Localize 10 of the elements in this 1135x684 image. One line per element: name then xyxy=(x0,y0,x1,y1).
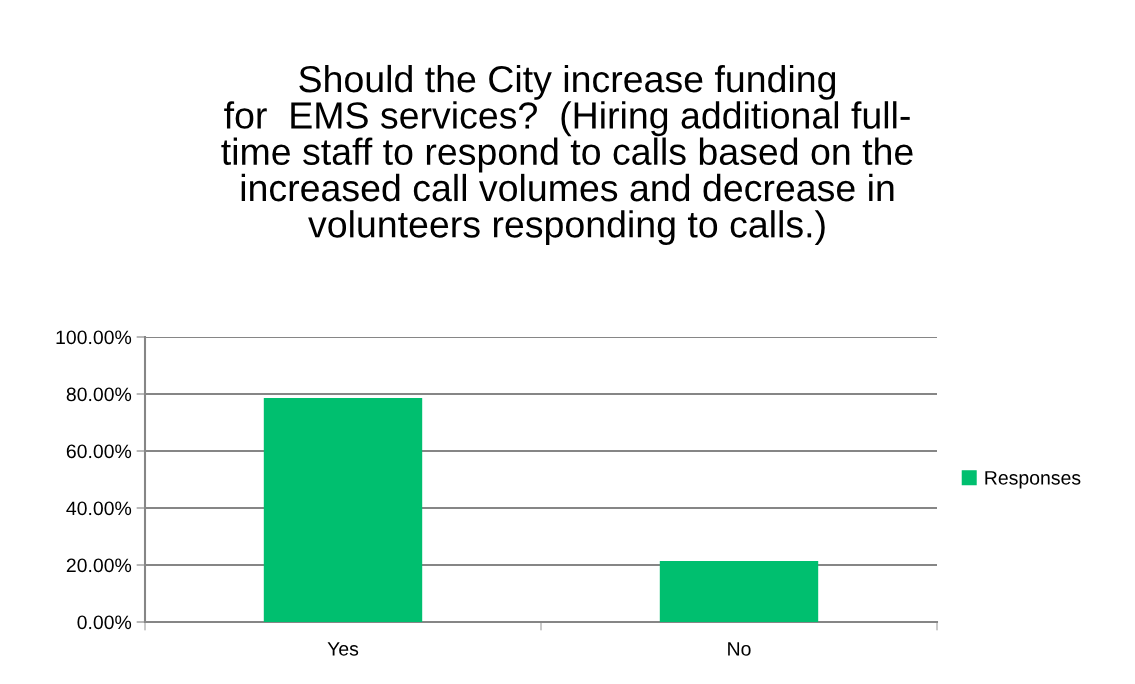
y-tick-label: 20.00% xyxy=(66,558,132,573)
y-tick-label: 100.00% xyxy=(56,330,132,345)
legend-label: Responses xyxy=(985,471,1081,489)
x-tick-label: Yes xyxy=(327,642,359,656)
y-tick-label: 0.00% xyxy=(77,615,132,630)
y-tick-label: 60.00% xyxy=(66,444,132,459)
chart-title: Should the City increase funding for EMS services? (Hiring additional full- time staff to respond to calls based on the increased call volumes and decrease in volunteers responding to calls.) xyxy=(221,64,913,246)
y-tick-label: 40.00% xyxy=(66,501,132,516)
y-tick-label: 80.00% xyxy=(66,387,132,402)
x-tick-label: No xyxy=(728,642,751,656)
